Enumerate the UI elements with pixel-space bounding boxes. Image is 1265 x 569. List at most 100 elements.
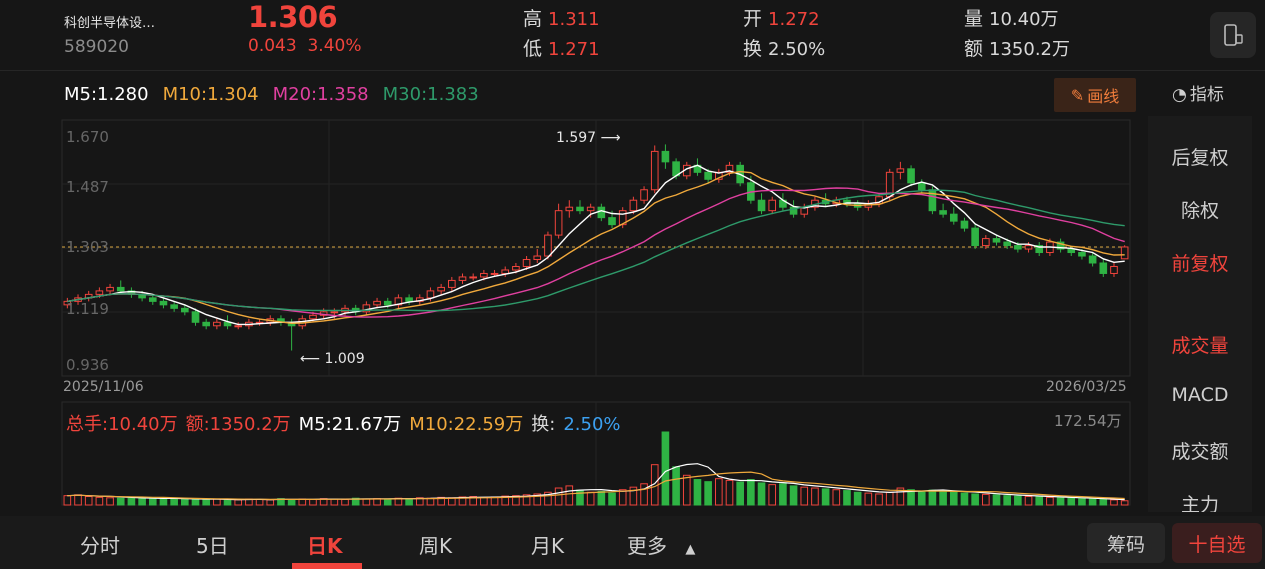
candle-body (661, 150, 670, 163)
volume-bar (533, 493, 542, 506)
volume-bar (736, 481, 744, 506)
ma-legend: M5:1.280 M10:1.304 M20:1.358 M30:1.383 (64, 84, 493, 105)
tab-5day[interactable]: 5日 (196, 534, 229, 558)
candle-body (448, 279, 456, 288)
candle-body (565, 206, 574, 212)
candle-body (159, 300, 168, 306)
volume-bar (864, 492, 873, 506)
volume-bar (341, 498, 349, 506)
volume-bar (1110, 499, 1118, 506)
volume-bar (757, 482, 766, 506)
volume-ma-layer (67, 463, 1125, 501)
candle-body (544, 234, 552, 257)
candle-body (586, 206, 595, 212)
candle-body (469, 276, 477, 279)
low-label: 低 (523, 38, 543, 60)
amount-field: 额 1350.2万 (964, 34, 1070, 61)
side-item-main-force[interactable]: 主力 (1180, 494, 1219, 512)
volume-bar (95, 496, 104, 506)
turnover-value: 2.50% (768, 39, 826, 60)
candle-body (533, 255, 542, 261)
candle-body (480, 272, 488, 278)
candle-body (501, 269, 510, 274)
volume-bar (1003, 495, 1011, 506)
volume-bar (576, 489, 584, 506)
volume-bar (1024, 496, 1033, 506)
volume-bar (949, 491, 958, 506)
candle-body (362, 304, 371, 313)
tab-intraday[interactable]: 分时 (80, 534, 120, 558)
volume-bar (982, 493, 990, 506)
candle-body (629, 199, 638, 212)
candle-body (1056, 241, 1065, 250)
phone-rotate-icon (1224, 24, 1243, 46)
volume-bar (127, 496, 136, 506)
candle-body (939, 210, 947, 215)
candle-body (106, 286, 114, 292)
tab-more[interactable]: 更多 ▲ (627, 530, 695, 559)
indicator-button[interactable]: ◔ 指标 (1172, 80, 1224, 105)
volume-bar (213, 498, 221, 506)
volume-bar (1035, 496, 1044, 506)
tab-weekly-k[interactable]: 周K (419, 534, 453, 558)
indicator-label: 指标 (1189, 85, 1224, 105)
max-price-value: 1.597 (556, 130, 597, 146)
volume-bar (1088, 498, 1097, 506)
candle-body (640, 189, 648, 201)
open-value: 1.272 (768, 9, 820, 30)
vol-turnover-value: 2.50% (563, 414, 621, 435)
vol-turnover-prefix: 换: (531, 414, 556, 435)
amount-value: 1350.2万 (989, 39, 1070, 60)
volume-bar (800, 486, 809, 506)
candle-body (383, 300, 392, 306)
volume-bar (715, 478, 723, 506)
volume-bar (116, 497, 125, 506)
arrow-left-icon: ⟵ (300, 351, 321, 367)
volume-bar (138, 498, 146, 506)
volume-bar (170, 497, 178, 506)
stock-name: 科创半导体设… (64, 16, 156, 31)
side-item-pre-adjust[interactable]: 前复权 (1171, 253, 1229, 275)
candle-body (1120, 246, 1129, 260)
volume-bar (672, 466, 680, 506)
open-label: 开 (743, 8, 763, 30)
ma30-line (67, 189, 1125, 312)
volume-bar (84, 496, 93, 506)
vol-total: 总手:10.40万 (66, 414, 178, 435)
change-value: 0.043 (248, 36, 297, 56)
min-price-annotation: ⟵ 1.009 (300, 351, 365, 367)
candle-body (202, 321, 210, 327)
ma10-line (67, 170, 1125, 325)
gauge-icon: ◔ (1172, 85, 1187, 105)
candle-body (170, 304, 178, 309)
landscape-toggle-button[interactable] (1210, 12, 1256, 58)
candle-body (597, 206, 606, 219)
volume-bar (309, 498, 317, 506)
price-change: 0.043 3.40% (248, 36, 362, 56)
candle-body (917, 182, 926, 191)
tab-daily-k[interactable]: 日K (307, 534, 343, 558)
side-item-post-adjust[interactable]: 后复权 (1171, 147, 1229, 169)
turnover-field: 换 2.50% (743, 34, 825, 61)
arrow-right-icon: ⟶ (600, 130, 621, 146)
change-pct: 3.40% (307, 36, 362, 56)
chip-distribution-button[interactable]: 筹码 (1087, 523, 1165, 563)
side-item-macd[interactable]: MACD (1171, 384, 1229, 406)
volume-bar (939, 490, 947, 506)
y-tick-1670: 1.670 (66, 128, 109, 146)
vol-amount: 额:1350.2万 (185, 414, 291, 435)
side-item-volume[interactable]: 成交量 (1171, 335, 1229, 357)
side-item-ex-rights[interactable]: 除权 (1180, 200, 1219, 222)
volume-bar (928, 489, 937, 506)
add-watchlist-button[interactable]: 十自选 (1172, 523, 1262, 563)
side-item-amount[interactable]: 成交额 (1171, 441, 1229, 463)
tab-monthly-k[interactable]: 月K (531, 534, 565, 558)
vol-ma10-line (67, 471, 1125, 500)
volume-bar (597, 490, 606, 506)
volume-bar (832, 489, 841, 506)
caret-up-icon: ▲ (685, 542, 696, 557)
draw-line-button[interactable]: ✎ 画线 (1054, 78, 1136, 112)
volume-bar (148, 498, 157, 506)
candle-body (725, 164, 734, 173)
